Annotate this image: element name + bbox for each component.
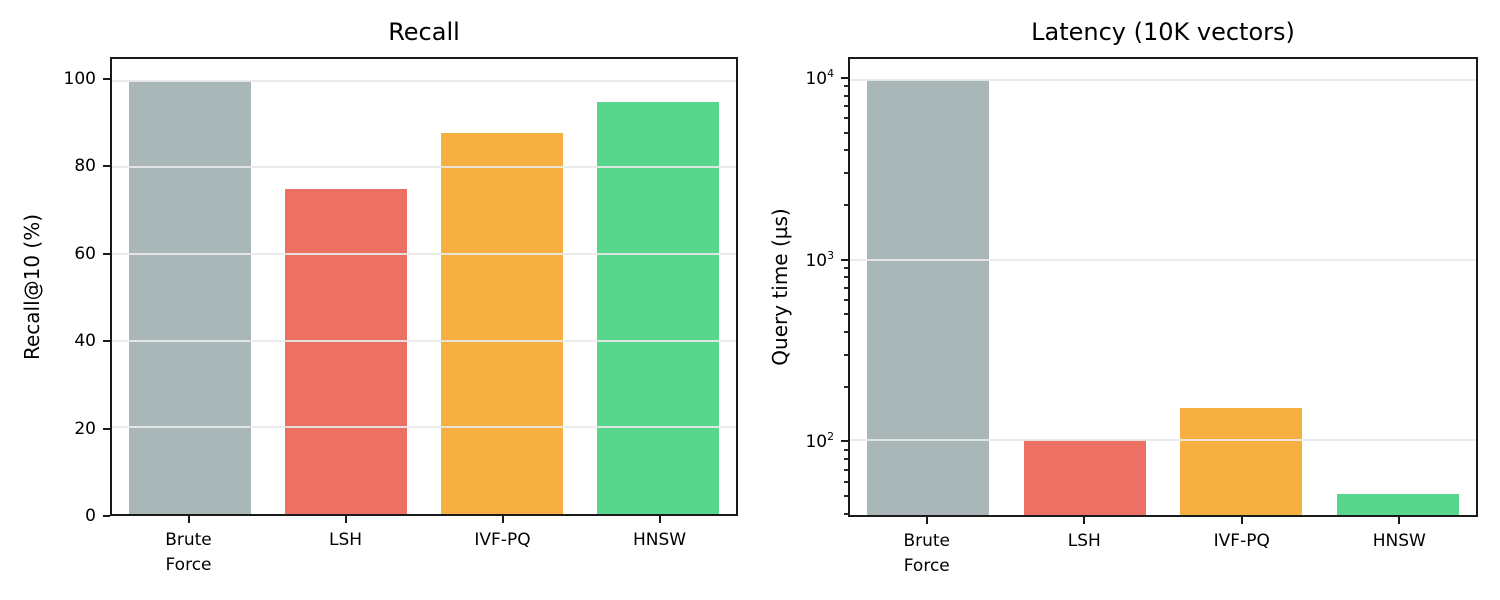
y-tick-label: 104	[805, 67, 834, 89]
bar-brute-force	[867, 79, 990, 515]
x-tick-mark	[1083, 517, 1086, 524]
gridline	[850, 439, 1476, 442]
y-minor-tick-mark	[844, 298, 848, 301]
gridline	[112, 166, 736, 169]
gridline	[112, 79, 736, 82]
x-tick-mark	[658, 516, 661, 523]
y-minor-tick-mark	[844, 94, 848, 97]
chart-title: Latency (10K vectors)	[1031, 18, 1295, 46]
x-tick-mark	[344, 516, 347, 523]
x-tick-label: LSH	[1067, 531, 1101, 551]
x-tick-mark	[1240, 517, 1243, 524]
y-tick-label: 80	[74, 156, 96, 177]
y-tick-label: 0	[85, 506, 96, 526]
gridline	[112, 426, 736, 429]
y-tick-mark	[103, 165, 110, 168]
y-minor-tick-mark	[844, 117, 848, 120]
y-tick-mark	[103, 427, 110, 430]
y-tick-label: 20	[74, 418, 96, 439]
y-tick-mark	[841, 258, 848, 261]
y-minor-tick-mark	[844, 331, 848, 333]
y-minor-tick-mark	[844, 171, 848, 174]
y-minor-tick-mark	[844, 313, 848, 316]
y-minor-tick-mark	[844, 276, 848, 279]
y-minor-tick-mark	[844, 458, 848, 461]
y-tick-mark	[103, 515, 110, 517]
gridline	[850, 258, 1476, 261]
bar-lsh	[285, 189, 407, 514]
x-tick-mark	[501, 516, 504, 523]
x-tick-label: HNSW	[1372, 531, 1426, 551]
x-tick-label: LSH	[328, 530, 363, 550]
recall-chart: Recall Recall@10 (%) 0 20 40 60 80 100 Brute …	[0, 18, 738, 600]
x-tick-mark	[187, 516, 190, 523]
y-minor-tick-mark	[844, 495, 848, 498]
x-axis: Brute Force LSH IVF-PQ HNSW	[110, 516, 738, 600]
y-minor-tick-mark	[844, 385, 848, 388]
bar-brute-force	[129, 80, 251, 514]
x-tick-mark	[925, 517, 928, 524]
y-minor-tick-mark	[844, 105, 848, 108]
plot-area	[848, 57, 1478, 517]
x-tick-label: HNSW	[632, 530, 687, 550]
gridline	[850, 78, 1476, 81]
bar-ivf-pq	[1180, 408, 1303, 515]
y-tick-label: 60	[74, 243, 96, 264]
y-minor-tick-mark	[844, 286, 848, 289]
y-tick-mark	[841, 76, 848, 79]
chart-title: Recall	[388, 18, 460, 46]
gridline	[112, 253, 736, 256]
y-tick-label: 102	[805, 430, 834, 453]
bar-hnsw	[597, 102, 719, 514]
x-tick-label: Brute Force	[903, 531, 951, 576]
y-minor-tick-mark	[844, 131, 848, 134]
x-axis: Brute Force LSH IVF-PQ HNSW	[848, 517, 1478, 600]
y-minor-tick-mark	[844, 512, 848, 515]
plot-area	[110, 57, 738, 516]
y-tick-mark	[103, 252, 110, 255]
y-minor-tick-mark	[844, 203, 848, 206]
y-axis: 0 20 40 60 80 100	[0, 57, 110, 526]
y-minor-tick-mark	[844, 266, 848, 269]
y-minor-tick-mark	[844, 480, 848, 483]
y-tick-label: 100	[63, 68, 96, 89]
y-tick-mark	[841, 440, 848, 443]
y-axis: 102 103 104	[750, 57, 848, 517]
x-tick-label: IVF-PQ	[474, 530, 531, 550]
y-minor-tick-mark	[844, 149, 848, 152]
y-tick-label: 103	[805, 248, 834, 271]
bar-lsh	[1023, 440, 1146, 515]
bar-hnsw	[1336, 494, 1459, 515]
y-minor-tick-mark	[844, 353, 848, 356]
gridline	[112, 339, 736, 342]
latency-chart: Latency (10K vectors) Query time (µs) 10…	[750, 0, 1500, 600]
x-tick-label: Brute Force	[165, 530, 212, 575]
x-tick-label: IVF-PQ	[1213, 531, 1270, 551]
y-tick-mark	[103, 340, 110, 343]
y-minor-tick-mark	[844, 448, 848, 451]
x-tick-mark	[1398, 517, 1401, 524]
y-minor-tick-mark	[844, 85, 848, 88]
bar-ivf-pq	[441, 132, 563, 514]
y-minor-tick-mark	[844, 468, 848, 471]
y-tick-label: 40	[74, 331, 96, 352]
y-tick-mark	[103, 77, 110, 80]
